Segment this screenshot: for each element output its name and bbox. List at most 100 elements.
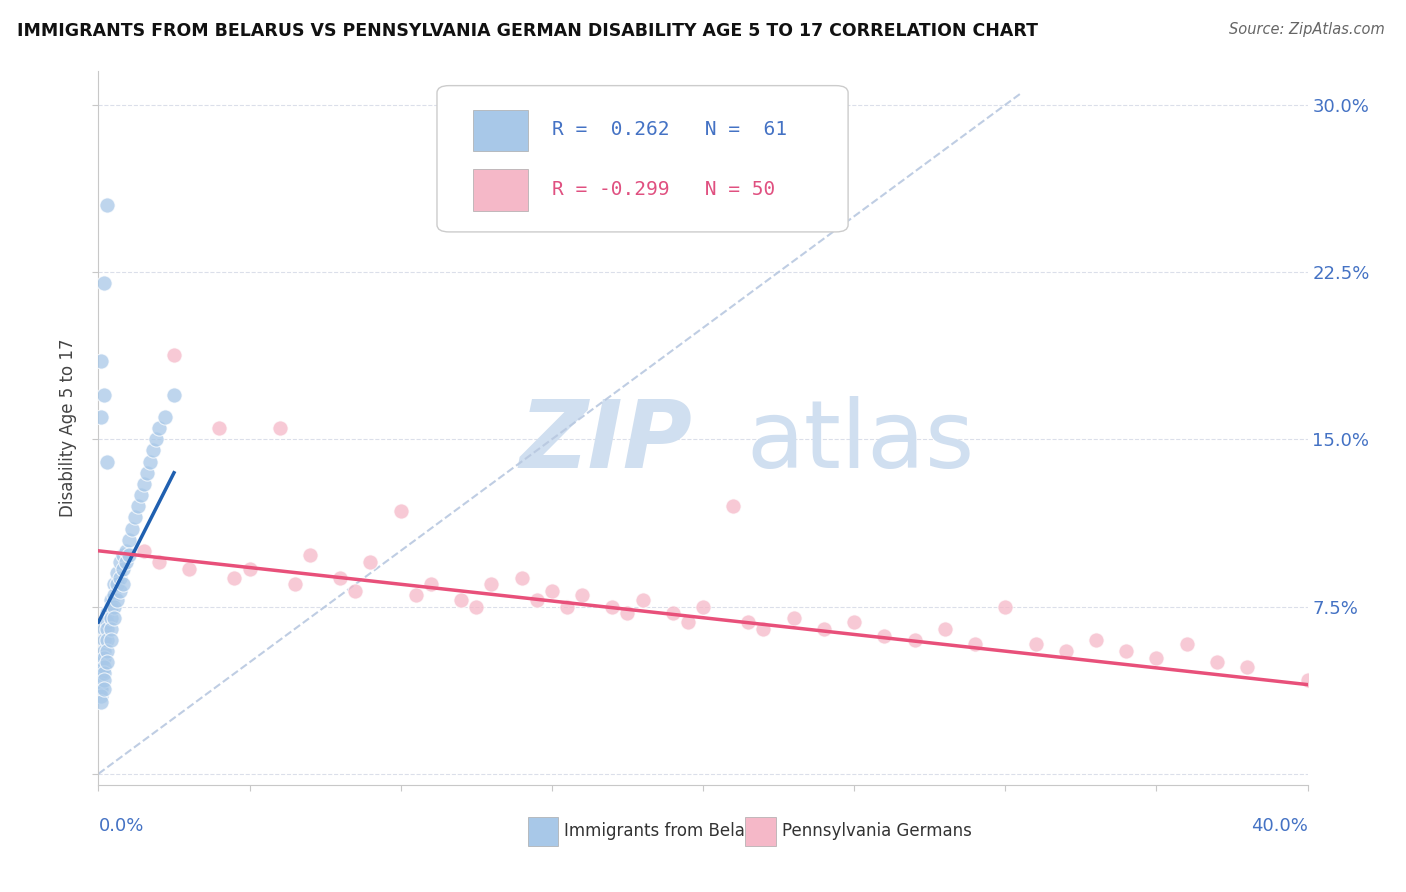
- Point: [93, 651, 115, 665]
- Text: atlas: atlas: [747, 396, 974, 489]
- Point: [844, 615, 866, 630]
- Point: [90, 666, 112, 681]
- Point: [93, 277, 115, 291]
- Point: [108, 555, 131, 569]
- Point: [142, 443, 165, 458]
- Y-axis label: Disability Age 5 to 17: Disability Age 5 to 17: [59, 339, 77, 517]
- Point: [132, 543, 155, 558]
- Point: [602, 599, 624, 614]
- Point: [571, 589, 593, 603]
- Point: [616, 607, 638, 621]
- Text: Immigrants from Belarus: Immigrants from Belarus: [564, 822, 770, 840]
- Point: [90, 689, 112, 703]
- Point: [723, 500, 745, 514]
- Point: [132, 476, 155, 491]
- Point: [1115, 644, 1137, 658]
- Point: [752, 622, 775, 636]
- Point: [224, 571, 246, 585]
- Point: [93, 660, 115, 674]
- Point: [100, 622, 122, 636]
- Point: [208, 421, 231, 435]
- Point: [108, 571, 131, 585]
- FancyBboxPatch shape: [437, 86, 848, 232]
- Point: [934, 622, 956, 636]
- Point: [100, 599, 122, 614]
- Point: [100, 592, 122, 607]
- Point: [813, 622, 835, 636]
- Point: [284, 577, 307, 591]
- Point: [96, 454, 118, 469]
- Bar: [474, 169, 527, 211]
- Point: [118, 548, 141, 563]
- Point: [299, 548, 322, 563]
- Point: [100, 633, 122, 648]
- Text: 40.0%: 40.0%: [1251, 817, 1308, 835]
- Point: [96, 622, 118, 636]
- Point: [1024, 637, 1046, 651]
- Text: Pennsylvania Germans: Pennsylvania Germans: [782, 822, 972, 840]
- Text: IMMIGRANTS FROM BELARUS VS PENNSYLVANIA GERMAN DISABILITY AGE 5 TO 17 CORRELATIO: IMMIGRANTS FROM BELARUS VS PENNSYLVANIA …: [17, 22, 1038, 40]
- Point: [105, 566, 128, 581]
- Point: [965, 637, 987, 651]
- Point: [510, 571, 533, 585]
- Point: [105, 592, 128, 607]
- Point: [90, 681, 112, 696]
- Text: Source: ZipAtlas.com: Source: ZipAtlas.com: [1229, 22, 1385, 37]
- Text: ZIP: ZIP: [520, 396, 693, 489]
- Point: [108, 583, 131, 598]
- Point: [1085, 633, 1108, 648]
- Point: [93, 673, 115, 687]
- Point: [111, 577, 134, 591]
- Point: [124, 510, 146, 524]
- Point: [93, 666, 115, 681]
- Text: R =  0.262   N =  61: R = 0.262 N = 61: [551, 120, 787, 139]
- Point: [96, 198, 118, 212]
- Point: [93, 644, 115, 658]
- Bar: [745, 817, 776, 846]
- Point: [96, 607, 118, 621]
- Point: [481, 577, 503, 591]
- Point: [93, 387, 115, 401]
- Point: [389, 503, 412, 517]
- Point: [139, 454, 162, 469]
- Point: [148, 421, 170, 435]
- Point: [540, 583, 562, 598]
- Point: [344, 583, 367, 598]
- Point: [90, 655, 112, 669]
- Point: [239, 562, 262, 576]
- Point: [96, 655, 118, 669]
- Point: [93, 681, 115, 696]
- Point: [90, 410, 112, 425]
- Point: [1296, 673, 1319, 687]
- Point: [873, 628, 896, 642]
- Point: [661, 607, 683, 621]
- Point: [103, 599, 125, 614]
- Point: [103, 589, 125, 603]
- Point: [111, 562, 134, 576]
- Point: [90, 660, 112, 674]
- Point: [405, 589, 427, 603]
- Text: 0.0%: 0.0%: [98, 817, 143, 835]
- Point: [90, 354, 112, 368]
- Point: [127, 500, 149, 514]
- Point: [96, 633, 118, 648]
- Point: [631, 592, 654, 607]
- Bar: [527, 817, 558, 846]
- Point: [1206, 655, 1229, 669]
- Point: [111, 548, 134, 563]
- Point: [96, 644, 118, 658]
- Point: [904, 633, 927, 648]
- Point: [93, 622, 115, 636]
- Point: [105, 577, 128, 591]
- Point: [121, 521, 143, 535]
- Point: [129, 488, 152, 502]
- Point: [90, 678, 112, 692]
- Point: [135, 466, 157, 480]
- Point: [994, 599, 1017, 614]
- Point: [450, 592, 472, 607]
- Point: [179, 562, 201, 576]
- Point: [692, 599, 714, 614]
- Point: [100, 610, 122, 624]
- Bar: [474, 110, 527, 152]
- Text: R = -0.299   N = 50: R = -0.299 N = 50: [551, 179, 775, 199]
